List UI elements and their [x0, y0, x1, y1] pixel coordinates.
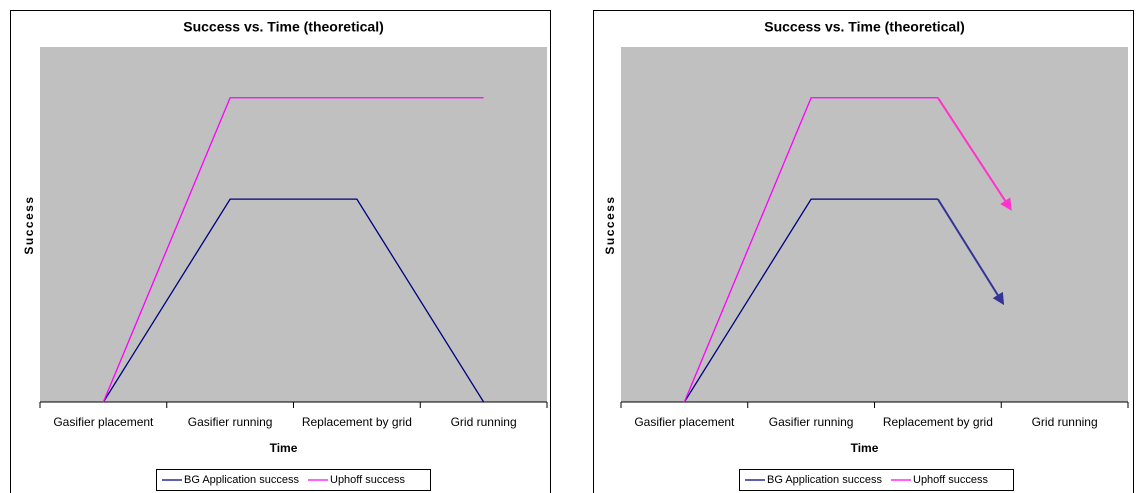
x-tick-label: Replacement by grid — [883, 415, 993, 429]
legend — [156, 469, 431, 491]
x-tick-label: Grid running — [451, 415, 517, 429]
legend-label: Uphoff success — [330, 474, 406, 486]
x-tick-label: Grid running — [1032, 415, 1098, 429]
series-line — [683, 97, 938, 403]
x-tick-label: Gasifier running — [769, 415, 854, 429]
series-arrow — [937, 198, 1005, 306]
series-arrow — [937, 97, 1012, 211]
series-line — [683, 198, 938, 403]
y-axis-label: Success — [22, 195, 36, 254]
y-axis-label: Success — [603, 195, 617, 254]
x-tick-label: Gasifier placement — [634, 415, 735, 429]
plot-area — [40, 47, 547, 402]
series-line — [102, 97, 484, 403]
x-axis-label: Time — [270, 441, 298, 455]
plot-area — [621, 47, 1128, 402]
legend-label: BG Application success — [767, 474, 882, 486]
legend-label: BG Application success — [184, 474, 299, 486]
chart-title: Success vs. Time (theoretical) — [183, 19, 384, 35]
x-tick-label: Replacement by grid — [302, 415, 412, 429]
x-tick-label: Gasifier placement — [53, 415, 154, 429]
x-axis-label: Time — [851, 441, 879, 455]
chart-title: Success vs. Time (theoretical) — [764, 19, 965, 35]
legend-label: Uphoff success — [913, 474, 989, 486]
legend — [739, 469, 1014, 491]
x-tick-label: Gasifier running — [188, 415, 273, 429]
series-line — [102, 198, 485, 403]
